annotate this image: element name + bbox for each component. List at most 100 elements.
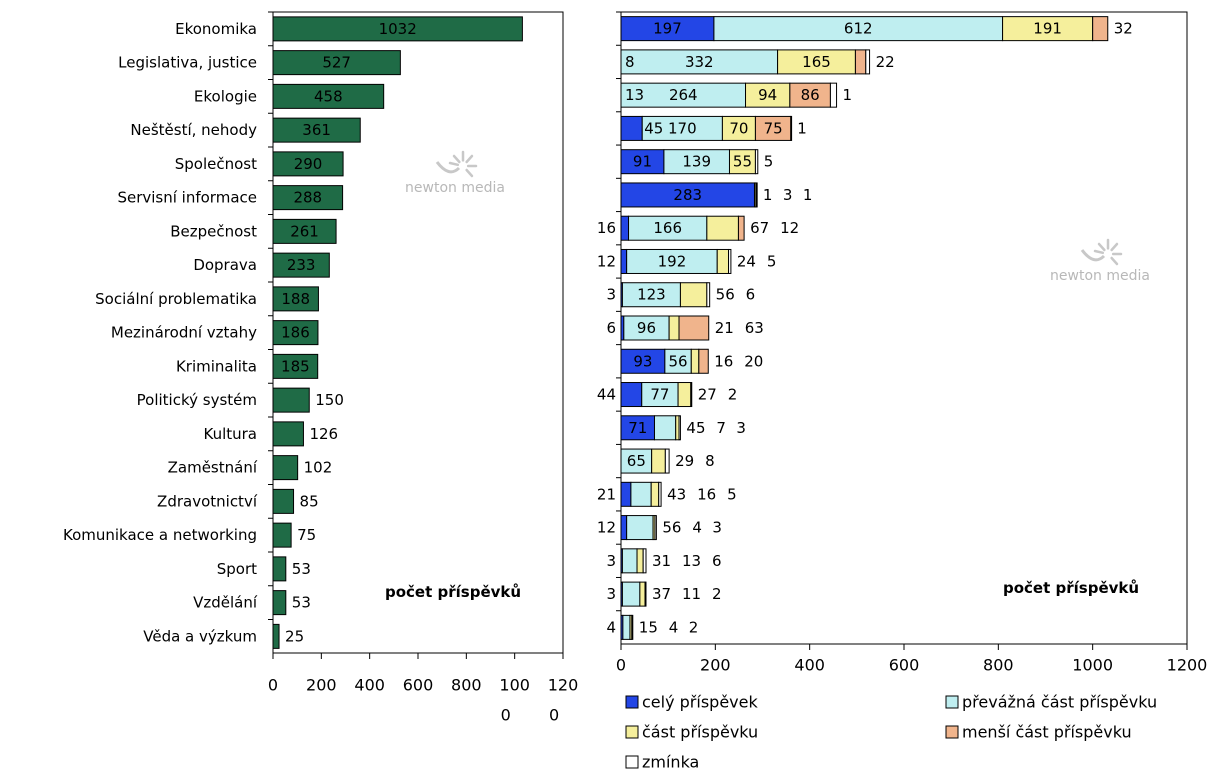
bar-segment: [620, 415, 655, 441]
bar-segment: [631, 614, 634, 640]
data-label: 71: [628, 419, 647, 437]
bar-segment: [789, 82, 831, 108]
bar-segment: [621, 548, 638, 574]
bar: [272, 218, 337, 244]
bar-segment: [728, 248, 732, 274]
bar-segment: [636, 548, 644, 574]
data-label: 8: [625, 53, 635, 71]
bar-segment: [663, 149, 730, 175]
x-tick-label: 0: [268, 676, 278, 695]
bar-segment: [664, 348, 692, 374]
data-label: 75: [297, 526, 316, 544]
data-label: 86: [801, 86, 820, 104]
data-label-before: 12: [597, 252, 616, 270]
data-label: 233: [287, 256, 316, 274]
data-label-outside: 67: [750, 219, 769, 237]
category-label: Zdravotnictví: [157, 492, 258, 510]
bar-segment: [716, 248, 730, 274]
data-label-outside: 45: [686, 419, 705, 437]
bar: [272, 556, 287, 582]
bar-segment: [737, 215, 745, 241]
category-label: Mezinárodní vztahy: [111, 324, 257, 342]
bar-segment: [1092, 16, 1109, 42]
data-label: 264: [669, 86, 698, 104]
data-label-before: 6: [606, 319, 616, 337]
x-tick-label: 600: [889, 656, 920, 675]
data-label: 94: [758, 86, 777, 104]
bar: [272, 286, 319, 312]
data-label: 123: [637, 286, 666, 304]
data-label: 288: [293, 189, 322, 207]
legend-item: převážná část příspěvku: [945, 693, 1157, 712]
bar: [272, 623, 280, 649]
bar-segment: [620, 182, 755, 208]
data-label-outside: 5: [764, 153, 774, 171]
bar-segment: [698, 348, 709, 374]
logo-spoke: [1110, 256, 1119, 266]
bar-segment: [690, 348, 700, 374]
bar-segment: [651, 448, 666, 474]
bar-segment: [690, 382, 693, 408]
data-label-before: 3: [606, 585, 616, 603]
logo-spoke: [452, 154, 461, 164]
category-label: Neštěstí, nehody: [130, 121, 257, 139]
data-label-outside: 22: [876, 53, 895, 71]
legend-swatch: [945, 695, 959, 709]
data-label: 91: [633, 153, 652, 171]
bar: [272, 488, 295, 514]
category-label: Sociální problematika: [95, 290, 257, 308]
legend-item: menší část příspěvku: [945, 723, 1132, 742]
data-label: 77: [650, 386, 669, 404]
data-label: 612: [844, 20, 873, 38]
data-label: 96: [637, 319, 656, 337]
legend-label: převážná část příspěvku: [962, 693, 1157, 712]
category-label: Zaměstnání: [168, 459, 258, 477]
x-tick-label: 800: [451, 676, 482, 695]
bar-segment: [620, 82, 747, 108]
legend-label: část příspěvku: [642, 723, 758, 742]
data-label: 45: [644, 119, 663, 137]
data-label-outside: 1: [803, 186, 813, 204]
data-label-outside: 13: [682, 552, 701, 570]
legend-item: zmínka: [625, 753, 699, 772]
bar-segment: [639, 581, 646, 607]
bar-segment: [668, 315, 680, 341]
category-label: Bezpečnost: [170, 222, 257, 240]
data-label-outside: 5: [727, 485, 737, 503]
logo-swoosh: [1080, 249, 1106, 262]
watermark-text: newton media: [1050, 268, 1150, 284]
data-label: 361: [302, 121, 331, 139]
bar-segment: [1002, 16, 1094, 42]
data-label: 191: [1033, 20, 1062, 38]
bar-segment: [621, 581, 641, 607]
data-label: 186: [281, 324, 310, 342]
data-label-before: 3: [606, 286, 616, 304]
data-label-outside: 1: [763, 186, 773, 204]
data-label-outside: 4: [692, 519, 702, 537]
legend-swatch: [625, 755, 639, 769]
data-label-outside: 5: [767, 252, 777, 270]
bar: [272, 50, 401, 76]
data-label-outside: 27: [698, 386, 717, 404]
data-label: 165: [802, 53, 831, 71]
bar-segment: [678, 415, 681, 441]
x-tick-label: 120: [548, 676, 579, 695]
bar: [272, 83, 385, 109]
data-label-outside: 7: [716, 419, 726, 437]
data-label-outside: 37: [652, 585, 671, 603]
bar-segment: [630, 481, 652, 507]
bar-segment: [706, 215, 739, 241]
bar: [272, 455, 299, 481]
data-label-outside: 3: [736, 419, 746, 437]
data-label: 261: [290, 222, 319, 240]
data-label: 13: [625, 86, 644, 104]
data-label: 1032: [379, 20, 417, 38]
newton-media-logo-icon: [1080, 238, 1123, 266]
x-tick-label: 400: [794, 656, 825, 675]
newton-media-logo-icon: [435, 150, 478, 178]
bar-segment: [641, 382, 679, 408]
category-label: Ekonomika: [175, 20, 257, 38]
category-label: Kultura: [203, 425, 257, 443]
data-label-outside: 8: [705, 452, 715, 470]
